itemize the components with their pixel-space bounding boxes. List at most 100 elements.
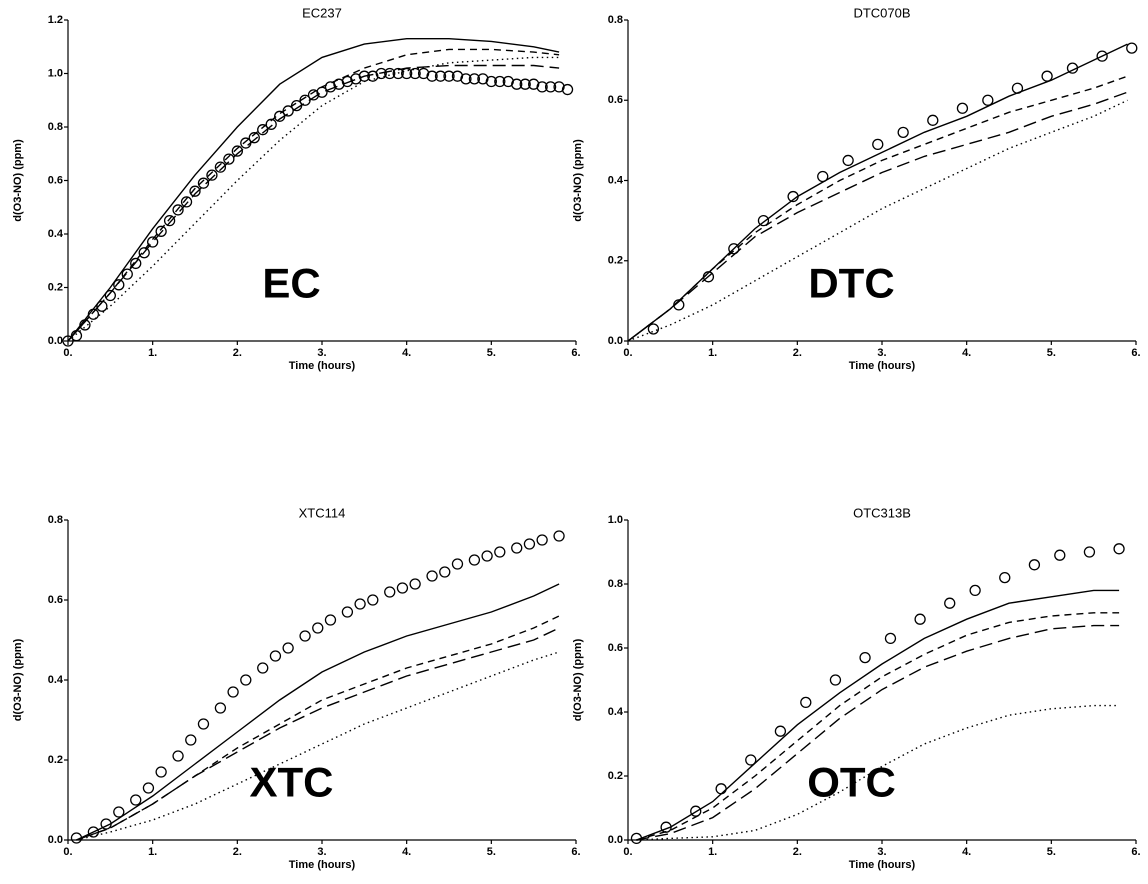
x-tick-label: 5. <box>1047 347 1056 359</box>
x-tick-label: 4. <box>962 846 971 858</box>
observed-point <box>434 70 447 82</box>
observed-point <box>384 67 396 80</box>
observed-point <box>227 686 239 698</box>
y-tick-label: 0.8 <box>608 14 623 26</box>
panel-title: OTC313B <box>853 505 911 520</box>
x-tick-label: 4. <box>402 347 411 359</box>
observed-point <box>426 570 438 582</box>
observed-point <box>745 754 757 766</box>
observed-point <box>367 594 379 606</box>
observed-point <box>324 614 337 626</box>
observed-point <box>197 177 210 189</box>
x-tick-label: 5. <box>487 846 496 858</box>
x-tick-label: 6. <box>1131 846 1140 858</box>
x-tick-label: 6. <box>571 347 580 359</box>
observed-point <box>96 300 108 312</box>
observed-point <box>944 597 956 609</box>
observed-point <box>536 534 548 546</box>
y-tick-label: 0.0 <box>48 834 63 846</box>
x-tick-label: 1. <box>148 846 157 858</box>
observed-point <box>240 674 252 686</box>
y-tick-label: 0.2 <box>48 754 63 766</box>
observed-point <box>553 530 565 542</box>
observed-point <box>1126 42 1138 54</box>
observed-point <box>354 598 366 610</box>
observed-point <box>800 696 812 709</box>
observed-point <box>231 145 243 157</box>
y-axis-label: d(O3-NO) (ppm) <box>12 638 24 721</box>
panel-annotation: EC <box>262 260 320 307</box>
observed-point <box>130 257 142 270</box>
panel-annotation: XTC <box>250 759 334 806</box>
y-tick-label: 0.2 <box>608 255 623 267</box>
x-tick-label: 3. <box>317 347 326 359</box>
observed-point <box>511 78 523 90</box>
observed-point <box>312 622 324 634</box>
observed-point <box>1028 559 1041 571</box>
observed-point <box>956 102 969 114</box>
y-tick-label: 0.4 <box>608 174 624 186</box>
model-line <box>76 627 560 841</box>
model-line <box>636 589 1120 841</box>
observed-point <box>142 782 155 794</box>
observed-point <box>138 247 150 259</box>
x-tick-label: 2. <box>793 846 802 858</box>
observed-point <box>1113 543 1125 555</box>
observed-point <box>715 783 727 795</box>
x-tick-label: 3. <box>877 347 886 359</box>
x-tick-label: 0. <box>623 347 632 359</box>
observed-point <box>728 243 740 255</box>
observed-point <box>494 546 506 558</box>
observed-point <box>248 132 260 144</box>
y-tick-label: 0.8 <box>48 514 63 526</box>
observed-point <box>439 566 451 578</box>
observed-point <box>257 662 269 674</box>
x-axis-label: Time (hours) <box>849 859 916 871</box>
y-axis-label: d(O3-NO) (ppm) <box>12 139 24 222</box>
y-tick-label: 0.8 <box>608 578 623 590</box>
observed-point <box>999 571 1011 584</box>
model-line <box>636 704 1120 841</box>
observed-point <box>544 81 557 93</box>
panel-title: XTC114 <box>299 505 346 520</box>
model-line <box>67 48 560 342</box>
y-tick-label: 1.2 <box>48 14 63 26</box>
model-line <box>636 612 1120 841</box>
observed-point <box>859 651 871 664</box>
panel-annotation: OTC <box>807 759 896 806</box>
x-tick-label: 4. <box>962 347 971 359</box>
observed-point <box>897 126 909 139</box>
panel-annotation: DTC <box>808 260 894 307</box>
panel: OTC313B 0.0 0.2 0.4 0.6 0.8 1.0 0. 1. 2. 3. 4. 5. 6. T… <box>572 505 1141 870</box>
x-tick-label: 3. <box>877 846 886 858</box>
observed-point <box>511 542 523 554</box>
observed-point <box>536 81 548 93</box>
y-tick-label: 0.2 <box>608 770 623 782</box>
observed-point <box>829 674 842 686</box>
observed-point <box>842 154 854 167</box>
observed-point <box>384 586 396 598</box>
x-tick-label: 2. <box>233 347 242 359</box>
observed-point <box>1054 549 1066 561</box>
observed-point <box>147 236 159 248</box>
y-tick-label: 0.6 <box>48 174 63 186</box>
y-axis-label: d(O3-NO) (ppm) <box>572 139 584 222</box>
x-tick-label: 0. <box>63 347 72 359</box>
x-tick-label: 0. <box>623 846 632 858</box>
y-tick-label: 0.2 <box>48 281 63 293</box>
observed-point <box>214 161 227 173</box>
observed-point <box>104 289 116 302</box>
y-tick-label: 0.8 <box>48 121 63 133</box>
x-tick-label: 6. <box>571 846 580 858</box>
x-tick-label: 1. <box>708 846 717 858</box>
observed-point <box>409 578 421 590</box>
y-axis-label: d(O3-NO) (ppm) <box>572 638 584 721</box>
panel-title: DTC070B <box>853 5 910 20</box>
observed-point <box>130 794 142 806</box>
y-tick-label: 0.4 <box>608 706 624 718</box>
observed-point <box>519 78 531 90</box>
observed-point <box>494 75 506 88</box>
observed-point <box>341 606 354 618</box>
observed-point <box>121 268 133 280</box>
